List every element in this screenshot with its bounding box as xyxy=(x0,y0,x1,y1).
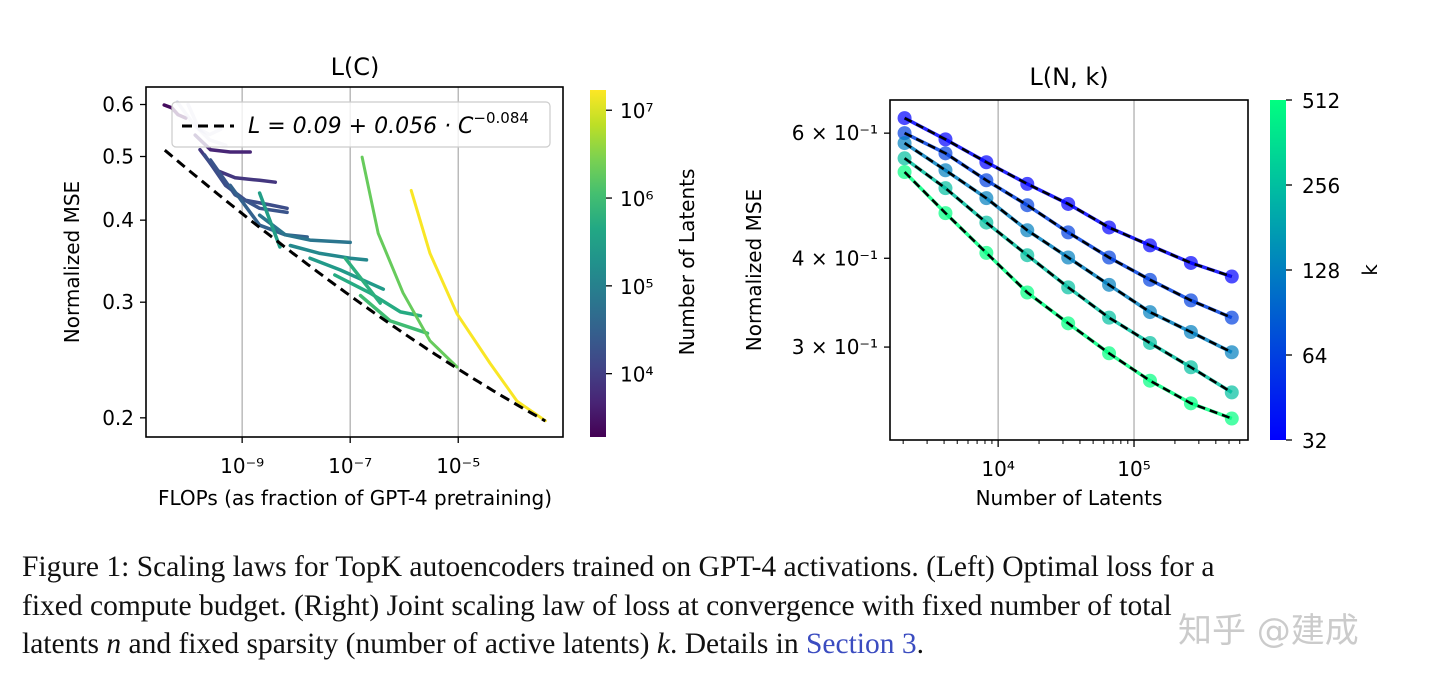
caption-text: . xyxy=(916,628,924,660)
right-colorbar-label: k xyxy=(1358,264,1382,276)
right-colorbar xyxy=(1270,100,1286,440)
left-colorbar-label: Number of Latents xyxy=(675,169,699,356)
x-tick-label: 10⁻⁹ xyxy=(220,454,264,478)
colorbar-tick-label: 256 xyxy=(1302,174,1340,198)
right-chart: L(N, k) 10⁴ 10⁵ 6 × 10⁻¹ 4 × 10⁻¹ 3 × 10⁻¹ N… xyxy=(742,63,1382,510)
data-point xyxy=(1183,255,1198,270)
colorbar-tick-label: 10⁶ xyxy=(620,187,653,211)
data-point xyxy=(897,136,912,151)
caption-line-3: latents n and fixed sparsity (number of … xyxy=(22,625,1427,664)
x-tick-label: 10⁵ xyxy=(1117,457,1150,481)
colorbar-tick-label: 64 xyxy=(1302,344,1327,368)
left-axes-frame xyxy=(145,86,564,438)
data-point xyxy=(897,126,912,141)
legend-label-main: L = 0.09 + 0.056 · C xyxy=(248,114,474,139)
left-legend: L = 0.09 + 0.056 · C−0.084 xyxy=(171,101,551,148)
training-curve xyxy=(333,273,423,318)
y-tick-label: 0.3 xyxy=(102,290,134,314)
data-point xyxy=(1142,373,1157,388)
colorbar-tick-label: 128 xyxy=(1302,259,1340,283)
fit-line xyxy=(903,157,1233,394)
colorbar-tick-label: 512 xyxy=(1302,89,1340,113)
right-xlabel: Number of Latents xyxy=(976,486,1163,510)
data-point xyxy=(1224,310,1239,325)
data-point xyxy=(1224,345,1239,360)
caption-text: latents xyxy=(22,628,107,660)
colorbar-tick-label: 10⁴ xyxy=(620,363,653,387)
colorbar-tick-label: 10⁵ xyxy=(620,275,653,299)
caption-text: . Details in xyxy=(669,628,806,660)
left-chart: L(C) 10⁻⁹ 10⁻⁷ 10⁻⁵ 0.2 0.3 0.4 0.5 0.6 L = 0.0… xyxy=(60,53,699,510)
training-curve xyxy=(409,188,547,423)
colorbar-tick-label: 10⁷ xyxy=(620,99,653,123)
right-grid xyxy=(997,100,1135,440)
training-curve xyxy=(257,191,282,249)
data-point xyxy=(1020,176,1035,191)
caption-var-k: k xyxy=(656,628,670,660)
caption-text: and fixed sparsity (number of active lat… xyxy=(121,628,657,660)
fit-line xyxy=(903,142,1233,354)
left-colorbar-ticks: 10⁴ 10⁵ 10⁶ 10⁷ xyxy=(606,99,653,387)
legend-label: L = 0.09 + 0.056 · C−0.084 xyxy=(248,109,529,139)
left-ylabel: Normalized MSE xyxy=(60,181,84,343)
x-tick-label: 10⁻⁵ xyxy=(436,454,480,478)
right-axes-frame xyxy=(889,99,1249,441)
data-point xyxy=(1142,335,1157,350)
training-curve xyxy=(358,293,430,336)
left-colorbar xyxy=(590,90,606,437)
fit-line xyxy=(904,116,1233,278)
x-tick-label: 10⁻⁷ xyxy=(328,454,372,478)
fit-line xyxy=(903,171,1233,420)
figure: L(C) 10⁻⁹ 10⁻⁷ 10⁻⁵ 0.2 0.3 0.4 0.5 0.6 L = 0.0… xyxy=(60,53,1382,510)
right-ylabel: Normalized MSE xyxy=(742,189,766,351)
y-tick-label: 0.4 xyxy=(102,208,134,232)
training-curve xyxy=(308,256,386,291)
series-line xyxy=(903,156,1233,394)
training-curve xyxy=(288,243,369,262)
fit-line xyxy=(904,131,1233,319)
fit-line xyxy=(163,149,547,423)
right-series-group xyxy=(897,111,1239,426)
y-tick-label: 0.6 xyxy=(102,93,134,117)
y-tick-label: 6 × 10⁻¹ xyxy=(792,121,878,145)
data-point xyxy=(897,111,912,126)
data-point xyxy=(1061,225,1076,240)
watermark: 知乎 @建成 xyxy=(1178,611,1359,651)
training-curve xyxy=(360,155,459,369)
caption-line-2: fixed compute budget. (Right) Joint scal… xyxy=(22,589,1172,622)
y-tick-label: 3 × 10⁻¹ xyxy=(792,335,878,359)
colorbar-tick-label: 32 xyxy=(1302,429,1327,453)
data-point xyxy=(1224,385,1239,400)
left-ticks: 10⁻⁹ 10⁻⁷ 10⁻⁵ 0.2 0.3 0.4 0.5 0.6 xyxy=(102,93,480,478)
left-series-group xyxy=(162,100,547,423)
training-curve xyxy=(343,256,382,305)
training-curve xyxy=(208,158,289,215)
caption-var-n: n xyxy=(106,628,122,660)
data-point xyxy=(1020,198,1035,213)
legend-box xyxy=(171,101,551,148)
left-chart-title: L(C) xyxy=(331,53,380,81)
data-point xyxy=(1102,220,1117,235)
y-tick-label: 0.5 xyxy=(102,145,134,169)
left-xlabel: FLOPs (as fraction of GPT-4 pretraining) xyxy=(158,486,552,510)
data-point xyxy=(1224,411,1239,426)
caption-line-1: Figure 1: Scaling laws for TopK autoenco… xyxy=(22,551,1215,583)
right-colorbar-ticks: 32 64 128 256 512 xyxy=(1286,89,1340,453)
y-tick-label: 4 × 10⁻¹ xyxy=(792,246,878,270)
section-3-link[interactable]: Section 3 xyxy=(806,628,917,660)
right-chart-title: L(N, k) xyxy=(1029,63,1108,91)
legend-label-exponent: −0.084 xyxy=(473,109,529,127)
figure-caption: Figure 1: Scaling laws for TopK autoenco… xyxy=(22,548,1427,664)
y-tick-label: 0.2 xyxy=(102,406,134,430)
right-ticks: 10⁴ 10⁵ 6 × 10⁻¹ 4 × 10⁻¹ 3 × 10⁻¹ xyxy=(792,121,1241,481)
x-tick-label: 10⁴ xyxy=(981,457,1014,481)
data-point xyxy=(1142,305,1157,320)
data-point xyxy=(938,163,953,178)
